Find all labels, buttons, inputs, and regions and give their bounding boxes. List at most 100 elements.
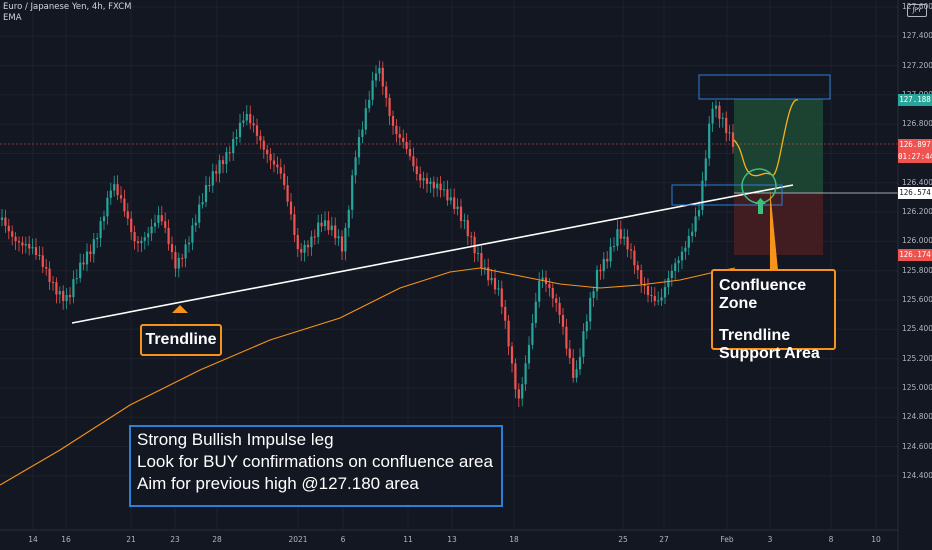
candle-body (697, 210, 701, 217)
price-tick-label: 125.600 (902, 295, 932, 304)
candle-body (160, 215, 163, 222)
candle-body (65, 295, 68, 302)
candle-body (606, 258, 609, 262)
candle-body (558, 302, 561, 315)
candle-body (28, 243, 31, 249)
candle-body (476, 253, 480, 255)
candle-body (38, 254, 41, 256)
candle-body (422, 178, 425, 181)
candle-body (347, 209, 350, 228)
candle-body (143, 237, 146, 241)
time-tick-label: 10 (871, 535, 881, 544)
candle-body (174, 252, 177, 269)
candle-body (436, 183, 439, 189)
time-tick-label: 14 (28, 535, 38, 544)
candle-body (592, 291, 595, 298)
candle-body (694, 216, 697, 232)
time-tick-label: 25 (618, 535, 628, 544)
candle-body (402, 137, 405, 143)
candle-body (439, 183, 442, 191)
stop-price-tag: 126.174 (898, 249, 932, 261)
candle-body (55, 282, 58, 295)
candle-body (470, 236, 473, 238)
candle-body (337, 236, 340, 239)
current-price-tag: 126.897 (898, 139, 932, 151)
candle-body (510, 346, 514, 364)
analysis-note: Strong Bullish Impulse leg Look for BUY … (129, 425, 503, 507)
candle-body (34, 247, 38, 255)
candle-body (99, 221, 102, 238)
candle-body (500, 288, 503, 307)
candle-body (279, 167, 282, 174)
price-tick-label: 126.000 (902, 236, 932, 246)
price-tick-label: 125.200 (902, 353, 932, 363)
candle-body (442, 189, 446, 191)
candle-body (589, 297, 592, 322)
candle-body (531, 322, 534, 345)
candle-body (14, 236, 17, 242)
candle-body (555, 298, 558, 303)
candle-body (344, 227, 347, 252)
candle-body (327, 220, 330, 231)
candle-body (704, 158, 707, 181)
candle-body (184, 244, 187, 259)
candle-body (415, 166, 418, 175)
candle-body (609, 246, 612, 262)
candle-body (303, 244, 306, 253)
candle-body (259, 135, 262, 141)
candle-body (524, 363, 527, 385)
candle-body (21, 242, 24, 246)
candle-body (109, 190, 112, 198)
candle-body (643, 284, 646, 286)
candle-body (578, 356, 582, 370)
indicator-label[interactable]: EMA (3, 13, 22, 23)
time-tick-label: 27 (659, 535, 669, 544)
candle-body (153, 222, 157, 227)
candle-body (157, 215, 160, 223)
candle-body (126, 211, 129, 219)
candle-body (177, 257, 180, 269)
symbol-title[interactable]: Euro / Japanese Yen, 4h, FXCM (3, 2, 132, 12)
candle-body (368, 99, 371, 109)
candle-body (514, 363, 517, 390)
candle-body (493, 277, 497, 290)
price-tick-label: 124.400 (902, 470, 932, 480)
candle-body (432, 181, 435, 189)
price-tick-label: 126.400 (902, 177, 932, 187)
candle-body (75, 278, 78, 280)
trendline-pointer (172, 305, 188, 313)
candle-body (585, 321, 588, 332)
candle-body (487, 267, 490, 281)
candle-body (680, 251, 684, 261)
candle-body (616, 229, 619, 247)
candle-body (96, 237, 99, 240)
candle-body (385, 86, 388, 98)
candle-body (660, 297, 663, 301)
candle-body (541, 277, 544, 281)
candle-body (82, 262, 85, 265)
candle-body (633, 250, 636, 266)
target-zone (734, 99, 823, 193)
candle-body (242, 120, 245, 123)
candle-body (232, 138, 235, 154)
candle-body (412, 156, 415, 167)
candle-body (252, 123, 255, 126)
candle-body (31, 247, 34, 249)
candle-body (164, 221, 167, 228)
candle-body (313, 236, 316, 238)
candle-body (466, 220, 469, 237)
price-tick-label: 127.600 (902, 2, 932, 11)
confluence-box (671, 184, 783, 206)
candle-body (85, 251, 89, 265)
candle-body (272, 160, 276, 165)
candle-body (626, 236, 629, 250)
candle-body (238, 122, 242, 138)
currency-button[interactable]: JPY (907, 4, 927, 17)
candle-body (228, 152, 231, 154)
candle-body (670, 270, 673, 279)
candle-body (194, 222, 197, 226)
candle-body (575, 369, 578, 378)
candle-body (429, 181, 432, 184)
stop-zone (734, 193, 823, 255)
